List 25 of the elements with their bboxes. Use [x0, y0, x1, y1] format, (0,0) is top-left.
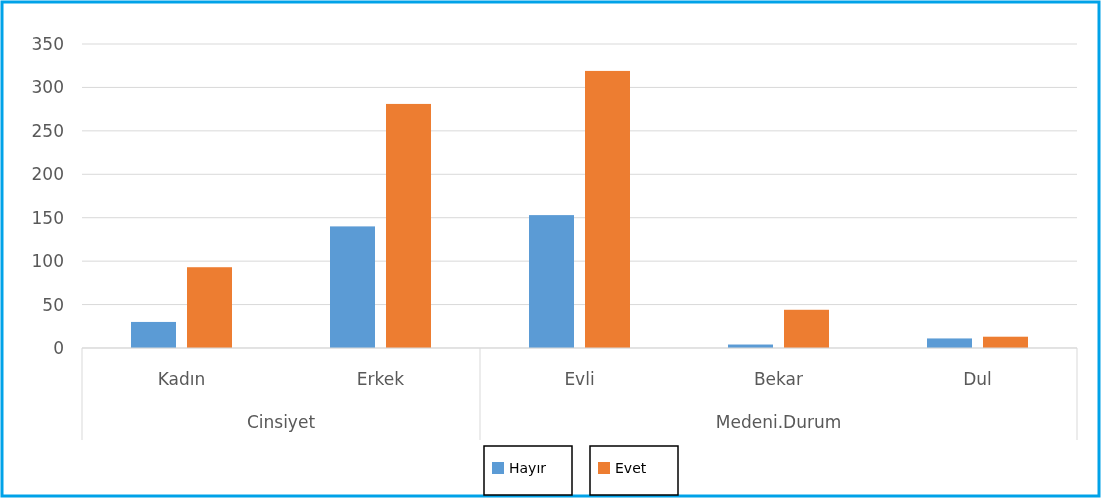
bar: [330, 226, 375, 348]
bar: [784, 309, 829, 348]
y-tick-label: 0: [53, 337, 64, 358]
bar: [927, 338, 972, 348]
y-tick-label: 100: [31, 251, 64, 272]
y-tick-label: 200: [31, 164, 64, 185]
text: Cinsiyet: [246, 412, 316, 432]
x-tick-label: Evli: [564, 369, 595, 389]
x-tick-label: Dul: [963, 369, 992, 389]
x-tick-label: Kadın: [157, 369, 206, 389]
x-tick-label: Erkek: [356, 369, 405, 389]
legend-label: Hayır: [509, 460, 547, 476]
y-tick-label: 250: [31, 120, 64, 141]
y-tick-label: 350: [31, 33, 64, 54]
bar: [529, 215, 574, 348]
y-tick-label: 50: [42, 294, 64, 315]
text: Medeni.Durum: [715, 412, 842, 432]
y-tick-label: 300: [31, 77, 64, 98]
x-tick-label: Bekar: [753, 369, 804, 389]
bar: [386, 103, 431, 348]
y-tick-label: 150: [31, 207, 64, 228]
bar: [585, 70, 630, 348]
bar: [187, 267, 232, 348]
bar: [131, 321, 176, 348]
legend-label: Evet: [615, 460, 647, 476]
